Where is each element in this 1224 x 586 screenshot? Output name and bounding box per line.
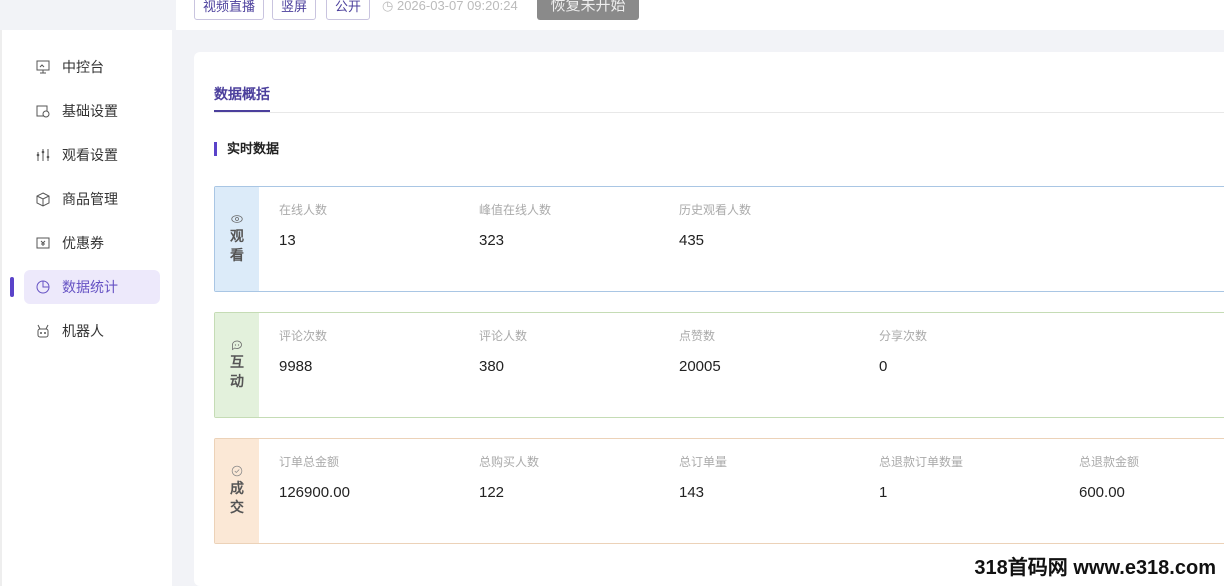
stat-item: 总退款订单数量 1 <box>879 453 963 501</box>
stat-label: 总退款金额 <box>1079 455 1140 469</box>
stat-label: 总订单量 <box>679 455 728 469</box>
section-title: 实时数据 <box>214 142 279 156</box>
card-category-char: 互 <box>230 354 244 370</box>
sidebar-item-1[interactable]: 基础设置 <box>24 94 160 128</box>
clock-icon: ◷ <box>382 0 397 13</box>
stat-value: 122 <box>479 484 505 501</box>
stat-label: 订单总金额 <box>279 455 340 469</box>
stat-item: 在线人数 13 <box>279 201 327 249</box>
stat-label: 评论人数 <box>479 329 528 343</box>
card-category: 观看 <box>215 187 259 291</box>
watermark: 318首码网 www.e318.com <box>974 557 1216 579</box>
sidebar-item-6[interactable]: 机器人 <box>24 314 160 348</box>
stat-value: 323 <box>479 232 505 249</box>
stats-card-2: 成交订单总金额 126900.00 总购买人数 122 总订单量 143 总退款订单数量 1 总… <box>214 438 1224 544</box>
stat-label: 分享次数 <box>879 329 928 343</box>
resume-not-started-button[interactable]: 恢复未开始 <box>537 0 639 20</box>
stats-card-1: 互动 评论次数 9988 评论人数 380 点赞数 20005 分享次数 0 <box>214 312 1224 418</box>
sidebar-item-3[interactable]: 商品管理 <box>24 182 160 216</box>
stat-item: 点赞数 20005 <box>679 327 721 375</box>
card-category: 互动 <box>215 313 259 417</box>
stat-item: 总订单量 143 <box>679 453 727 501</box>
stat-value: 380 <box>479 358 505 375</box>
card-category-char: 交 <box>230 499 244 515</box>
active-indicator <box>10 277 14 297</box>
start-time-text: 2026-03-07 09:20:24 <box>396 0 518 13</box>
stat-label: 评论次数 <box>279 329 328 343</box>
sidebar: 中控台基础设置观看设置商品管理优惠券数据统计机器人 <box>0 30 172 586</box>
tag-live-type: 视频直播 <box>194 0 265 20</box>
robot-icon <box>37 324 49 338</box>
chat-icon <box>232 340 242 351</box>
sidebar-item-0[interactable]: 中控台 <box>24 50 160 84</box>
card-category-char: 观 <box>230 228 244 244</box>
stat-value: 435 <box>679 232 705 249</box>
stat-item: 总退款金额 600.00 <box>1079 453 1139 501</box>
stats-card-0: 观看 在线人数 13 峰值在线人数 323 历史观看人数 435 <box>214 186 1224 292</box>
stat-item: 历史观看人数 435 <box>679 201 751 249</box>
start-time: ◷ 2026-03-07 09:20:24 <box>382 0 518 14</box>
tab-divider <box>214 112 1224 113</box>
stat-value: 143 <box>679 484 705 501</box>
coupon-icon <box>36 237 50 249</box>
sidebar-item-label: 商品管理 <box>62 191 118 207</box>
stat-item: 分享次数 0 <box>879 327 927 375</box>
main-panel: 数据概括 实时数据 观看在线人数 13 峰值在线人数 323 历史观看人数 435 互动评论… <box>194 52 1224 586</box>
tag-orientation: 竖屏 <box>272 0 317 20</box>
sliders-icon <box>36 149 50 161</box>
sidebar-item-label: 中控台 <box>62 59 104 75</box>
card-category: 成交 <box>215 439 259 543</box>
stat-label: 峰值在线人数 <box>479 203 552 217</box>
sidebar-item-label: 机器人 <box>62 323 104 339</box>
stat-item: 峰值在线人数 323 <box>479 201 551 249</box>
tab-data-overview[interactable]: 数据概括 <box>214 86 270 102</box>
stat-label: 历史观看人数 <box>679 203 752 217</box>
eye-icon <box>231 215 243 223</box>
check-circle-icon <box>231 465 243 477</box>
monitor-icon <box>36 60 50 74</box>
sidebar-item-label: 优惠券 <box>62 235 104 251</box>
sidebar-item-2[interactable]: 观看设置 <box>24 138 160 172</box>
stat-value: 0 <box>879 358 888 375</box>
sidebar-item-label: 基础设置 <box>62 103 118 119</box>
tab-active-indicator <box>214 110 270 112</box>
header-bar: 视频直播 竖屏 公开 ◷ 2026-03-07 09:20:24 恢复未开始 <box>176 0 1224 30</box>
stat-label: 总退款订单数量 <box>879 455 964 469</box>
stat-item: 评论次数 9988 <box>279 327 327 375</box>
stat-item: 评论人数 380 <box>479 327 527 375</box>
stat-label: 点赞数 <box>679 329 716 343</box>
stat-label: 在线人数 <box>279 203 328 217</box>
card-category-char: 看 <box>230 247 244 263</box>
card-category-char: 成 <box>230 480 244 496</box>
card-category-char: 动 <box>230 373 244 389</box>
stat-value: 9988 <box>279 358 313 375</box>
stat-value: 126900.00 <box>279 484 350 501</box>
stat-value: 13 <box>279 232 296 249</box>
stat-value: 1 <box>879 484 888 501</box>
sidebar-item-5[interactable]: 数据统计 <box>24 270 160 304</box>
stat-value: 600.00 <box>1079 484 1125 501</box>
pie-chart-icon <box>36 280 50 294</box>
sidebar-item-label: 观看设置 <box>62 147 118 163</box>
tag-visibility: 公开 <box>326 0 371 20</box>
sidebar-item-4[interactable]: 优惠券 <box>24 226 160 260</box>
stat-label: 总购买人数 <box>479 455 540 469</box>
stat-value: 20005 <box>679 358 721 375</box>
settings-icon <box>36 105 50 118</box>
box-icon <box>36 192 50 207</box>
stat-item: 订单总金额 126900.00 <box>279 453 350 501</box>
stat-item: 总购买人数 122 <box>479 453 539 501</box>
sidebar-item-label: 数据统计 <box>62 279 118 295</box>
